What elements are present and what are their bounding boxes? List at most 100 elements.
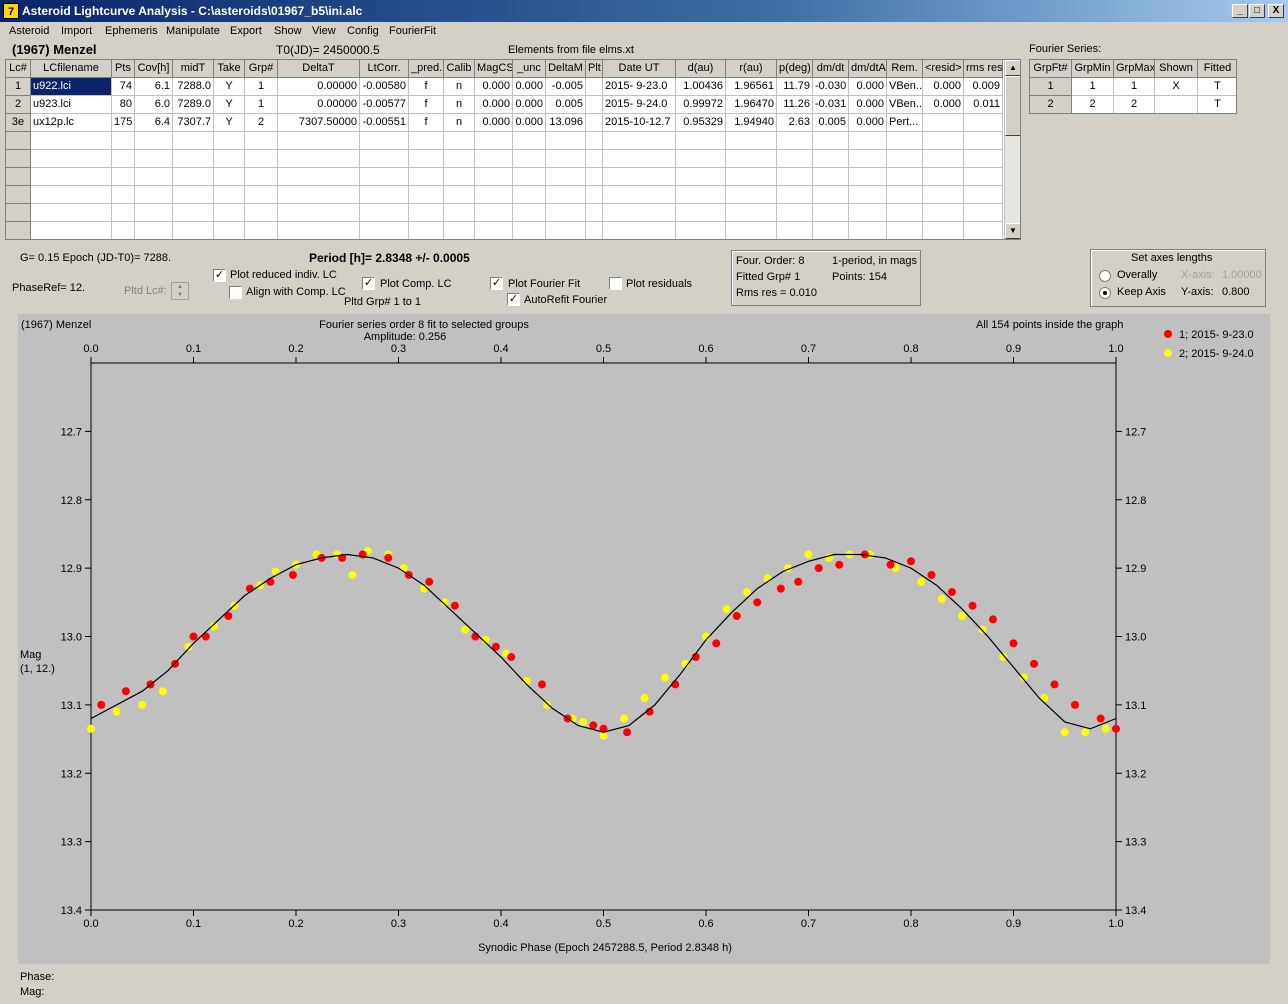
table-cell[interactable]: -0.030 xyxy=(813,78,849,96)
table-cell[interactable] xyxy=(887,150,923,168)
table-cell[interactable] xyxy=(112,150,135,168)
table-cell[interactable] xyxy=(603,222,676,239)
table-cell[interactable]: 0.000 xyxy=(475,78,513,96)
table-cell[interactable] xyxy=(813,186,849,204)
column-header[interactable]: rms res xyxy=(964,60,1003,78)
table-cell[interactable] xyxy=(245,132,278,150)
column-header[interactable]: Date UT xyxy=(603,60,676,78)
scroll-down-icon[interactable]: ▼ xyxy=(1005,223,1020,239)
table-cell[interactable] xyxy=(31,168,112,186)
table-cell[interactable] xyxy=(444,132,475,150)
column-header[interactable]: dm/dtA xyxy=(849,60,887,78)
table-cell[interactable] xyxy=(923,186,964,204)
table-cell[interactable] xyxy=(586,78,603,96)
table-cell[interactable] xyxy=(278,132,360,150)
scroll-thumb[interactable] xyxy=(1005,76,1020,136)
table-cell[interactable] xyxy=(278,168,360,186)
table-cell[interactable] xyxy=(546,222,586,239)
table-cell[interactable] xyxy=(586,222,603,239)
table-cell[interactable] xyxy=(360,132,409,150)
table-cell[interactable] xyxy=(475,168,513,186)
table-cell[interactable] xyxy=(726,186,777,204)
table-cell[interactable] xyxy=(214,150,245,168)
table-cell[interactable] xyxy=(964,132,1003,150)
table-cell[interactable] xyxy=(444,204,475,222)
table-cell[interactable]: 0.005 xyxy=(546,96,586,114)
table-cell[interactable] xyxy=(245,186,278,204)
table-cell[interactable] xyxy=(887,204,923,222)
table-cell[interactable] xyxy=(173,222,214,239)
column-header[interactable]: DeltaT xyxy=(278,60,360,78)
table-cell[interactable]: n xyxy=(444,96,475,114)
table-cell[interactable]: f xyxy=(409,114,444,132)
table-cell[interactable]: 1 xyxy=(245,78,278,96)
fourier-cell[interactable]: T xyxy=(1198,78,1236,96)
row-header[interactable]: 1 xyxy=(6,78,31,96)
align-comp-checkbox[interactable] xyxy=(229,286,242,299)
table-cell[interactable] xyxy=(777,204,813,222)
table-cell[interactable] xyxy=(173,168,214,186)
table-cell[interactable] xyxy=(31,222,112,239)
table-cell[interactable] xyxy=(923,222,964,239)
table-cell[interactable] xyxy=(135,150,173,168)
table-cell[interactable]: 0.00000 xyxy=(278,78,360,96)
autorefit-checkbox[interactable]: ✓ xyxy=(507,293,520,306)
table-cell[interactable] xyxy=(813,150,849,168)
fourier-cell[interactable]: X xyxy=(1155,78,1198,96)
table-cell[interactable] xyxy=(676,132,726,150)
table-cell[interactable] xyxy=(444,186,475,204)
menu-ephemeris[interactable]: Ephemeris xyxy=(105,25,158,37)
table-cell[interactable] xyxy=(409,150,444,168)
table-cell[interactable]: 0.009 xyxy=(964,78,1003,96)
table-cell[interactable] xyxy=(887,186,923,204)
table-cell[interactable] xyxy=(586,150,603,168)
table-cell[interactable] xyxy=(586,204,603,222)
table-cell[interactable]: 0.000 xyxy=(513,96,546,114)
table-cell[interactable] xyxy=(923,168,964,186)
table-cell[interactable] xyxy=(475,204,513,222)
row-header[interactable]: 3e xyxy=(6,114,31,132)
column-header[interactable]: Cov[h] xyxy=(135,60,173,78)
menu-fourierfit[interactable]: FourierFit xyxy=(389,25,437,37)
table-cell[interactable] xyxy=(245,204,278,222)
table-cell[interactable] xyxy=(360,204,409,222)
table-cell[interactable] xyxy=(444,168,475,186)
column-header[interactable]: p(deg) xyxy=(777,60,813,78)
table-cell[interactable] xyxy=(409,186,444,204)
table-cell[interactable] xyxy=(135,222,173,239)
table-cell[interactable] xyxy=(849,150,887,168)
table-cell[interactable]: Pert... xyxy=(887,114,923,132)
table-cell[interactable] xyxy=(964,114,1003,132)
table-cell[interactable]: n xyxy=(444,114,475,132)
table-cell[interactable] xyxy=(31,186,112,204)
table-cell[interactable] xyxy=(360,150,409,168)
table-cell[interactable] xyxy=(546,204,586,222)
fourier-cell[interactable]: 1 xyxy=(1072,78,1114,96)
table-cell[interactable] xyxy=(173,132,214,150)
table-cell[interactable] xyxy=(726,150,777,168)
table-cell[interactable] xyxy=(964,168,1003,186)
close-button[interactable]: X xyxy=(1268,4,1284,18)
lightcurve-plot-panel[interactable]: 0.0 0.0 0.1 0.1 0.2 0.2 0.3 0.3 0.4 0.4 0.5 0.5 0.6 0… xyxy=(18,314,1270,964)
table-cell[interactable]: -0.00577 xyxy=(360,96,409,114)
table-cell[interactable]: Y xyxy=(214,114,245,132)
column-header[interactable]: Take xyxy=(214,60,245,78)
fourier-cell[interactable] xyxy=(1155,96,1198,113)
menu-manipulate[interactable]: Manipulate xyxy=(166,25,220,37)
table-cell[interactable] xyxy=(513,132,546,150)
table-cell[interactable] xyxy=(923,114,964,132)
menu-asteroid[interactable]: Asteroid xyxy=(9,25,50,37)
table-cell[interactable]: 0.000 xyxy=(923,96,964,114)
maximize-button[interactable]: □ xyxy=(1249,4,1265,18)
table-cell[interactable]: n xyxy=(444,78,475,96)
table-cell[interactable]: 7307.7 xyxy=(173,114,214,132)
menu-import[interactable]: Import xyxy=(61,25,93,37)
table-cell[interactable] xyxy=(964,222,1003,239)
column-header[interactable]: Pts xyxy=(112,60,135,78)
table-cell[interactable] xyxy=(887,222,923,239)
column-header[interactable]: Rem. xyxy=(887,60,923,78)
table-cell[interactable]: 1.96561 xyxy=(726,78,777,96)
table-cell[interactable] xyxy=(444,150,475,168)
table-cell[interactable]: 0.95329 xyxy=(676,114,726,132)
table-cell[interactable] xyxy=(360,186,409,204)
